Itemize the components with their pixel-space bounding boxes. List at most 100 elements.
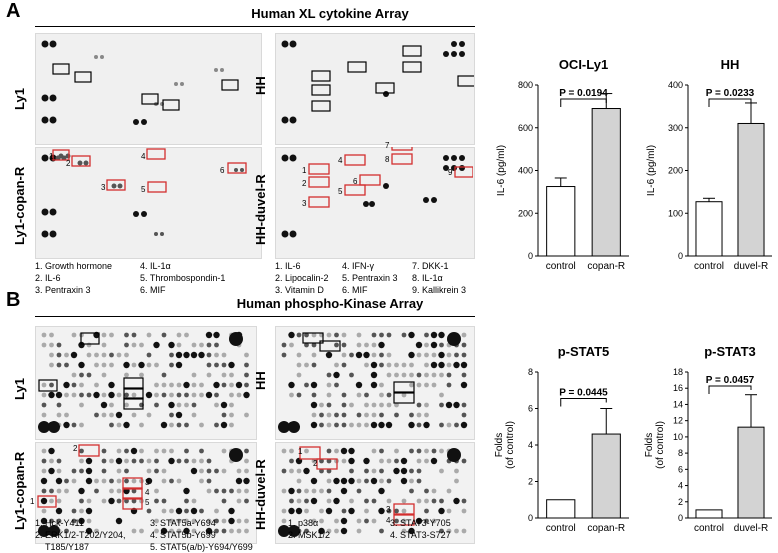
array-spot xyxy=(79,498,84,504)
kin-ly1-marker-5: 5 xyxy=(145,498,150,507)
array-spot xyxy=(454,478,459,484)
array-spot xyxy=(416,402,422,408)
array-spot xyxy=(244,448,249,454)
array-spot xyxy=(41,468,47,474)
label-hh-duvel-b: HH-duvel-R xyxy=(253,459,268,530)
array-spot xyxy=(244,362,249,368)
p-value-label: P = 0.0457 xyxy=(706,375,755,386)
y-tick-label: 12 xyxy=(673,416,683,426)
array-spot xyxy=(333,371,340,379)
array-spot xyxy=(41,412,47,418)
array-spot xyxy=(409,412,414,418)
array-spot xyxy=(94,478,99,484)
array-spot xyxy=(124,372,129,378)
array-spot xyxy=(71,508,77,514)
array-spot xyxy=(116,392,122,398)
array-spot xyxy=(71,468,77,474)
array-spot xyxy=(154,362,159,368)
hh-duvel-kinase-highlights xyxy=(299,446,415,526)
array-spot xyxy=(115,517,123,525)
array-spot xyxy=(56,362,62,368)
array-spot xyxy=(439,468,444,474)
array-spot xyxy=(64,478,69,484)
legend-item: 5. Pentraxin 3 xyxy=(342,273,398,283)
legend-item: 1. Hck-Y411 xyxy=(35,518,84,528)
array-spot xyxy=(146,468,152,474)
array-spot xyxy=(289,498,294,504)
array-spot xyxy=(56,488,62,494)
array-spot xyxy=(79,372,84,378)
hh-kinase-dots xyxy=(276,327,474,439)
array-spot xyxy=(191,382,197,388)
array-spot xyxy=(115,411,123,419)
array-spot xyxy=(124,458,129,464)
array-spot xyxy=(281,352,287,358)
array-spot xyxy=(86,352,92,358)
bar xyxy=(591,108,621,257)
array-spot xyxy=(154,402,159,408)
significance-bracket xyxy=(708,98,752,107)
array-spot xyxy=(146,332,152,338)
array-spot xyxy=(116,478,122,484)
array-spot xyxy=(326,372,332,378)
array-spot xyxy=(131,392,137,398)
x-tick-label: duvel-R xyxy=(734,523,768,534)
array-spot xyxy=(438,361,445,369)
legend-hh-b-col2: 3. STAT3-Y705 4. STAT3-S727 xyxy=(390,517,451,541)
array-spot xyxy=(409,448,414,454)
array-spot xyxy=(311,362,317,368)
p-value-label: P = 0.0445 xyxy=(559,388,608,399)
array-spot xyxy=(408,421,415,429)
array-spot xyxy=(206,518,212,524)
array-spot xyxy=(235,477,243,485)
array-spot xyxy=(63,421,70,429)
array-spot xyxy=(41,488,47,494)
array-spot xyxy=(48,447,55,455)
array-spot xyxy=(325,507,333,515)
blot-background xyxy=(36,443,256,543)
array-spot xyxy=(64,392,69,398)
array-spot xyxy=(304,332,309,338)
array-spot xyxy=(424,458,429,464)
array-spot xyxy=(41,458,47,464)
array-spot xyxy=(416,422,422,428)
significance-bracket xyxy=(708,385,752,394)
array-spot xyxy=(191,372,197,378)
array-spot xyxy=(364,478,369,484)
array-spot xyxy=(213,331,220,339)
array-spot xyxy=(184,402,189,408)
array-spot xyxy=(438,331,445,339)
y-tick-label: 0 xyxy=(678,251,683,261)
array-spot xyxy=(460,421,468,429)
array-spot xyxy=(296,468,302,474)
array-spot xyxy=(394,518,399,524)
array-spot xyxy=(244,458,249,464)
array-spot xyxy=(71,382,77,388)
array-spot xyxy=(378,421,385,429)
array-spot xyxy=(326,332,332,338)
array-spot xyxy=(176,392,182,398)
array-spot xyxy=(243,477,250,485)
array-spot xyxy=(386,508,392,514)
ly1-marker-3: 3 xyxy=(101,183,106,192)
y-tick-label: 300 xyxy=(668,123,683,133)
significance-bracket xyxy=(560,98,607,107)
array-spot xyxy=(199,478,204,484)
array-spot xyxy=(379,468,384,474)
array-spot xyxy=(101,352,107,358)
array-spot xyxy=(349,422,354,428)
array-spot xyxy=(363,351,370,359)
array-spot xyxy=(370,381,378,389)
y-tick-label: 2 xyxy=(678,497,683,507)
array-spot xyxy=(85,477,93,485)
array-spot xyxy=(416,372,422,378)
p-value-label: P = 0.0194 xyxy=(559,88,608,99)
legend-item: 3. STAT3-Y705 xyxy=(390,518,451,528)
array-spot xyxy=(296,362,302,368)
array-spot xyxy=(86,392,92,398)
array-spot xyxy=(199,422,204,428)
array-spot xyxy=(124,468,129,474)
array-spot xyxy=(40,497,48,505)
array-spot xyxy=(319,518,324,524)
hh-marker-1: 1 xyxy=(302,166,307,175)
